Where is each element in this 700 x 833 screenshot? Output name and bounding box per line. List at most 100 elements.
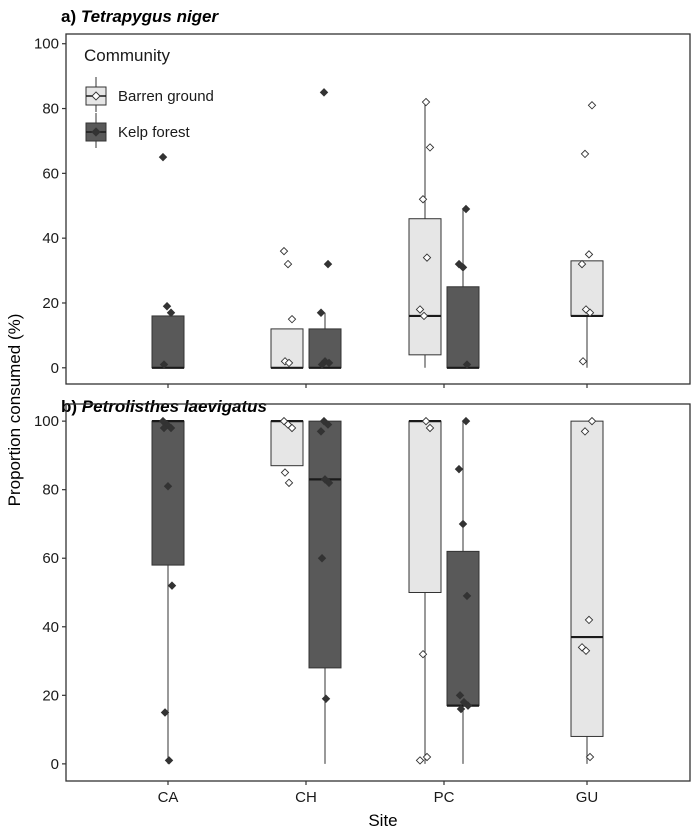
x-tick-label: GU bbox=[576, 789, 599, 806]
data-point bbox=[578, 357, 588, 366]
data-point bbox=[319, 88, 329, 97]
y-tick-label: 40 bbox=[42, 619, 59, 636]
box-gu-barren bbox=[570, 101, 604, 368]
data-point bbox=[587, 416, 597, 426]
data-point bbox=[584, 250, 594, 259]
data-point bbox=[456, 704, 466, 714]
data-point bbox=[421, 416, 431, 426]
data-point bbox=[324, 358, 334, 368]
panel-b-plot: 0 20 40 60 80 100 bbox=[34, 413, 604, 785]
data-point bbox=[323, 420, 333, 429]
box-iqr bbox=[151, 420, 185, 566]
data-point bbox=[421, 97, 431, 107]
data-point bbox=[581, 646, 591, 656]
data-point bbox=[581, 305, 591, 314]
data-point bbox=[418, 649, 428, 659]
panel-b-title: b) Petrolisthes laevigatus bbox=[61, 397, 267, 416]
y-tick-label: 60 bbox=[42, 550, 59, 567]
box-pc-barren bbox=[408, 416, 442, 765]
box-iqr bbox=[151, 315, 185, 369]
data-point bbox=[287, 314, 297, 324]
data-point bbox=[455, 691, 465, 700]
data-point bbox=[167, 581, 177, 590]
box-iqr bbox=[446, 550, 480, 707]
data-point bbox=[323, 259, 333, 269]
box-pc-kelp bbox=[446, 204, 480, 369]
data-point bbox=[162, 301, 172, 311]
legend-key-kelp bbox=[85, 113, 107, 148]
x-tick-label: PC bbox=[434, 789, 455, 806]
data-point bbox=[287, 423, 297, 433]
data-point bbox=[419, 311, 429, 321]
data-point bbox=[418, 195, 428, 204]
y-tick-label: 100 bbox=[34, 36, 59, 53]
y-tick-label: 80 bbox=[42, 101, 59, 118]
data-point bbox=[284, 358, 294, 368]
data-point bbox=[283, 259, 293, 269]
legend-label: Kelp forest bbox=[118, 124, 191, 141]
data-point bbox=[321, 694, 331, 703]
data-point bbox=[585, 308, 595, 317]
panel-a-plot: 0 20 40 60 80 100 bbox=[34, 36, 604, 388]
data-point bbox=[317, 553, 327, 563]
data-point bbox=[166, 423, 176, 433]
y-tick-label: 0 bbox=[51, 756, 59, 773]
data-point bbox=[284, 478, 294, 488]
legend-title: Community bbox=[84, 46, 170, 65]
box-ch-barren bbox=[270, 416, 304, 488]
data-point bbox=[159, 360, 169, 369]
data-point bbox=[324, 478, 334, 488]
data-point bbox=[159, 423, 169, 433]
data-point bbox=[415, 305, 425, 314]
panel-a-title: a) Tetrapygus niger bbox=[61, 7, 220, 26]
y-tick-label: 40 bbox=[42, 230, 59, 247]
data-point bbox=[584, 615, 594, 625]
data-point bbox=[458, 519, 468, 529]
data-point bbox=[587, 101, 597, 110]
data-point bbox=[422, 752, 432, 762]
y-tick-label: 0 bbox=[51, 360, 59, 377]
data-point bbox=[317, 360, 327, 369]
x-tick-label: CA bbox=[158, 789, 179, 806]
data-point bbox=[585, 752, 595, 762]
data-point bbox=[454, 464, 464, 474]
data-point bbox=[163, 482, 173, 491]
box-pc-barren bbox=[408, 97, 442, 368]
legend: Community Barren ground Kelp forest bbox=[84, 46, 214, 148]
box-iqr bbox=[270, 420, 304, 467]
data-point bbox=[158, 152, 168, 162]
data-point bbox=[164, 756, 174, 765]
box-iqr bbox=[570, 420, 604, 737]
data-point bbox=[580, 149, 590, 159]
x-tick-label: CH bbox=[295, 789, 317, 806]
data-point bbox=[462, 591, 472, 601]
x-axis-title: Site bbox=[368, 811, 397, 830]
box-ch-kelp bbox=[308, 88, 342, 369]
y-axis-title: Proportion consumed (%) bbox=[5, 314, 24, 507]
box-gu-barren bbox=[570, 416, 604, 764]
box-pc-kelp bbox=[446, 416, 480, 764]
y-tick-label: 80 bbox=[42, 482, 59, 499]
panel-b-frame bbox=[65, 403, 691, 782]
data-point bbox=[461, 416, 471, 426]
data-point bbox=[461, 204, 471, 214]
box-ca-kelp bbox=[151, 152, 185, 369]
data-point bbox=[166, 308, 176, 317]
y-tick-label: 60 bbox=[42, 165, 59, 182]
box-ch-barren bbox=[270, 246, 304, 369]
x-tick-labels: CA CH PC GU bbox=[158, 789, 599, 806]
data-point bbox=[316, 308, 326, 317]
legend-key-barren bbox=[85, 77, 107, 112]
data-point bbox=[422, 253, 432, 262]
data-point bbox=[415, 756, 425, 765]
box-iqr bbox=[408, 218, 442, 356]
box-iqr bbox=[446, 286, 480, 369]
data-point bbox=[160, 708, 170, 717]
data-point bbox=[462, 360, 472, 369]
data-point bbox=[458, 263, 468, 272]
data-point bbox=[580, 427, 590, 436]
y-tick-label: 20 bbox=[42, 687, 59, 704]
data-point bbox=[425, 143, 435, 152]
data-point bbox=[463, 701, 473, 710]
